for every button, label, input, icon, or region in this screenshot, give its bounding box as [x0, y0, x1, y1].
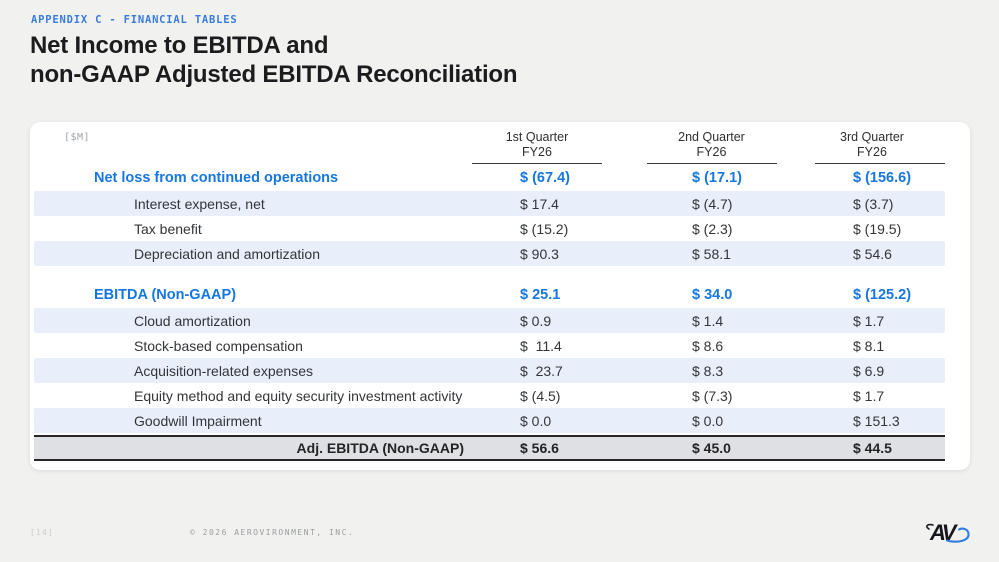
row-value-q2: $ (17.1) — [692, 169, 742, 186]
column-header-q1-line1: 1st Quarter — [505, 130, 569, 144]
row-value-q1: $ 0.0 — [520, 412, 552, 429]
row-value-q2: $ 34.0 — [692, 286, 733, 303]
row-value-q3: $ (3.7) — [853, 195, 894, 212]
row-value-q2: $ 58.1 — [692, 245, 731, 262]
row-label: EBITDA (Non-GAAP) — [94, 286, 237, 303]
column-header-q2-line2: FY26 — [696, 145, 727, 159]
column-header-underline — [646, 163, 777, 164]
column-header-q3-line2: FY26 — [857, 145, 887, 159]
table-row: Net loss from continued operations $ (67… — [34, 164, 945, 191]
section-eyebrow: APPENDIX C - FINANCIAL TABLES — [31, 14, 238, 26]
page-number: [14] — [30, 528, 55, 537]
row-value-q3: $ (125.2) — [853, 286, 912, 303]
table-row: Cloud amortization $ 0.9 $ 1.4 $ 1.7 — [34, 308, 945, 333]
table-row: EBITDA (Non-GAAP) $ 25.1 $ 34.0 $ (125.2… — [34, 281, 945, 308]
table-row: Depreciation and amortization $ 90.3 $ 5… — [34, 241, 945, 266]
table-rows: Net loss from continued operations $ (67… — [34, 164, 945, 433]
column-header-q1: 1st Quarter FY26 — [450, 130, 624, 164]
logo-left-curl — [926, 523, 934, 530]
row-value-q2: $ 1.4 — [692, 312, 724, 329]
total-value-q1: $ 56.6 — [520, 440, 559, 456]
table-row: Interest expense, net $ 17.4 $ (4.7) $ (… — [34, 191, 945, 216]
copyright-text: © 2026 AEROVIRONMENT, INC. — [190, 528, 355, 537]
row-label: Stock-based compensation — [134, 337, 303, 354]
row-spacer — [34, 266, 945, 281]
page-title: Net Income to EBITDA and non-GAAP Adjust… — [30, 31, 518, 89]
row-value-q2: $ (7.3) — [692, 387, 733, 404]
table-row: Equity method and equity security invest… — [34, 383, 945, 408]
units-label: [$M] — [64, 132, 91, 143]
column-header-q2-line1: 2nd Quarter — [678, 130, 745, 144]
column-header-q2: 2nd Quarter FY26 — [624, 130, 799, 164]
aerovironment-av-logo: AV — [926, 520, 970, 545]
row-value-q2: $ (2.3) — [692, 220, 733, 237]
row-label: Acquisition-related expenses — [134, 362, 313, 379]
row-value-q3: $ 1.7 — [853, 387, 885, 404]
total-value-q2: $ 45.0 — [692, 440, 731, 456]
column-header-q1-line2: FY26 — [522, 145, 552, 159]
row-value-q1: $ 17.4 — [520, 195, 559, 212]
table-row: Goodwill Impairment $ 0.0 $ 0.0 $ 151.3 — [34, 408, 945, 433]
row-value-q3: $ 151.3 — [853, 412, 900, 429]
row-value-q1: $ (4.5) — [520, 387, 561, 404]
row-value-q3: $ (19.5) — [853, 220, 902, 237]
row-value-q2: $ 8.3 — [692, 362, 724, 379]
row-value-q1: $ (67.4) — [520, 169, 570, 186]
row-label: Equity method and equity security invest… — [134, 387, 463, 404]
reconciliation-table: [$M] 1st Quarter FY26 2nd Quarter FY26 3… — [34, 128, 945, 461]
row-value-q3: $ 54.6 — [853, 245, 892, 262]
row-value-q1: $ 25.1 — [520, 286, 561, 303]
row-value-q2: $ (4.7) — [692, 195, 733, 212]
row-value-q3: $ (156.6) — [853, 169, 912, 186]
row-value-q2: $ 0.0 — [692, 412, 724, 429]
reconciliation-table-card: [$M] 1st Quarter FY26 2nd Quarter FY26 3… — [30, 122, 970, 470]
column-header-q3: 3rd Quarter FY26 — [799, 130, 945, 164]
row-value-q1: $ 11.4 — [520, 337, 562, 354]
row-value-q3: $ 6.9 — [853, 362, 885, 379]
column-header-underline — [815, 163, 945, 164]
row-value-q3: $ 1.7 — [853, 312, 885, 329]
row-value-q1: $ 90.3 — [520, 245, 559, 262]
total-value-q3: $ 44.5 — [853, 440, 892, 456]
page-title-line2: non-GAAP Adjusted EBITDA Reconciliation — [30, 61, 518, 88]
table-row: Stock-based compensation $ 11.4 $ 8.6 $ … — [34, 333, 945, 358]
table-header-row: [$M] 1st Quarter FY26 2nd Quarter FY26 3… — [34, 128, 945, 164]
table-row: Tax benefit $ (15.2) $ (2.3) $ (19.5) — [34, 216, 945, 241]
total-row-label: Adj. EBITDA (Non-GAAP) — [296, 440, 464, 456]
row-value-q2: $ 8.6 — [692, 337, 724, 354]
column-header-underline — [472, 163, 602, 164]
table-total-row: Adj. EBITDA (Non-GAAP) $ 56.6 $ 45.0 $ 4… — [34, 435, 945, 461]
table-row: Acquisition-related expenses $ 23.7 $ 8.… — [34, 358, 945, 383]
row-value-q1: $ 23.7 — [520, 362, 563, 379]
row-value-q3: $ 8.1 — [853, 337, 885, 354]
row-value-q1: $ 0.9 — [520, 312, 552, 329]
row-label: Goodwill Impairment — [134, 412, 262, 429]
column-header-q3-line1: 3rd Quarter — [840, 130, 904, 144]
row-label: Interest expense, net — [134, 195, 265, 212]
row-label: Net loss from continued operations — [94, 169, 339, 186]
row-label: Depreciation and amortization — [134, 245, 320, 262]
page-title-line1: Net Income to EBITDA and — [30, 32, 329, 59]
row-label: Cloud amortization — [134, 312, 251, 329]
row-label: Tax benefit — [134, 220, 202, 237]
logo-swoosh — [945, 527, 970, 543]
row-value-q1: $ (15.2) — [520, 220, 569, 237]
